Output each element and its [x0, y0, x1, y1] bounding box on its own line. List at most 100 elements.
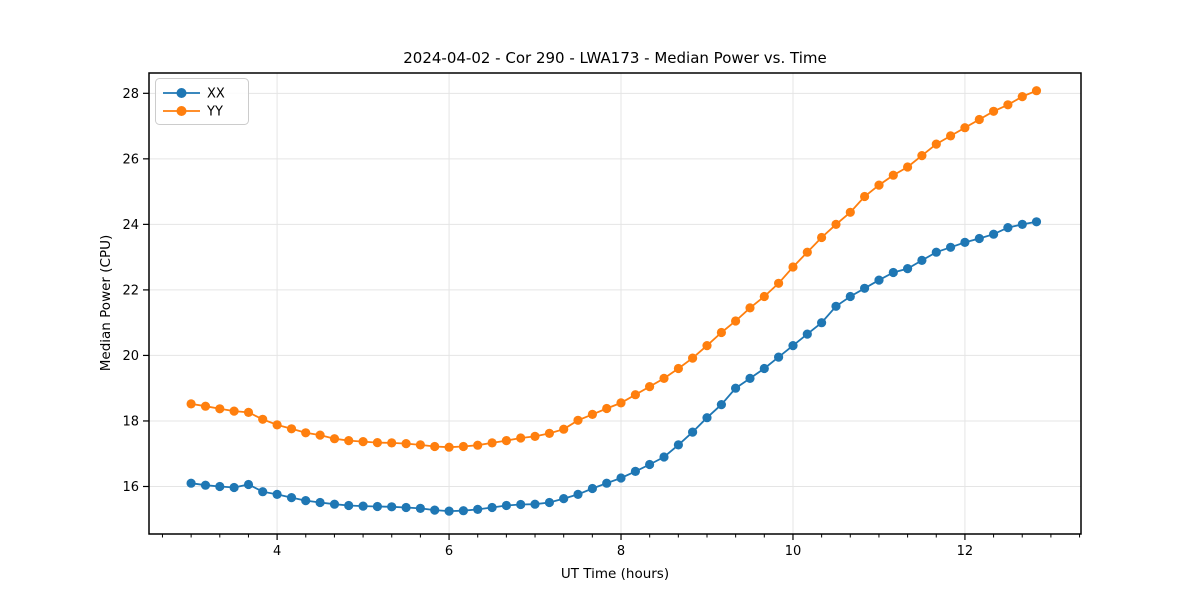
data-point-yy [516, 433, 526, 443]
data-point-xx [473, 504, 483, 514]
data-point-yy [1003, 100, 1013, 110]
data-point-yy [602, 403, 612, 414]
data-point-xx [616, 473, 626, 483]
legend-item-yy: YY [163, 105, 223, 120]
data-point-yy [745, 303, 755, 313]
data-point-yy [573, 415, 583, 425]
data-point-xx [358, 501, 368, 511]
data-point-xx [946, 242, 956, 252]
y-tick-label: 26 [122, 152, 139, 167]
legend-item-xx: XX [163, 87, 225, 102]
data-point-yy [845, 207, 855, 217]
data-point-xx [745, 373, 755, 383]
data-point-xx [559, 494, 569, 504]
data-point-yy [946, 131, 956, 141]
data-point-xx [516, 499, 526, 510]
data-point-yy [243, 407, 254, 417]
data-point-yy [286, 424, 297, 434]
data-point-xx [788, 341, 798, 351]
data-point-yy [344, 436, 354, 446]
data-point-yy [702, 341, 712, 351]
data-point-xx [917, 255, 927, 265]
data-point-yy [774, 278, 784, 288]
data-point-yy [430, 441, 440, 452]
data-point-yy [860, 191, 870, 202]
data-point-xx [860, 283, 870, 293]
plot-frame [148, 72, 1082, 535]
x-tick-label: 4 [273, 544, 281, 559]
data-point-yy [401, 439, 411, 449]
data-point-xx [258, 487, 268, 497]
data-point-xx [315, 497, 325, 508]
legend-marker-xx [176, 88, 187, 98]
data-point-xx [989, 229, 999, 239]
data-point-yy [903, 162, 913, 172]
data-point-xx [587, 483, 598, 494]
grid-layer [149, 73, 1081, 534]
data-point-xx [888, 267, 898, 278]
data-point-xx [444, 506, 454, 516]
data-point-yy [559, 424, 569, 434]
y-tick-label: 24 [122, 218, 139, 233]
data-point-yy [759, 291, 769, 302]
data-point-yy [874, 180, 884, 190]
data-point-xx [630, 466, 641, 476]
data-point-xx [387, 502, 397, 512]
data-point-xx [501, 500, 511, 511]
data-point-yy [731, 316, 741, 326]
data-point-yy [315, 430, 325, 440]
data-point-xx [415, 503, 425, 513]
data-point-yy [587, 409, 598, 419]
data-point-xx [215, 481, 225, 492]
data-point-yy [258, 414, 268, 424]
data-point-yy [688, 353, 698, 363]
data-point-yy [931, 139, 941, 149]
data-point-xx [458, 506, 468, 516]
chart-title: 2024-04-02 - Cor 290 - LWA173 - Median P… [403, 49, 827, 67]
y-tick-label: 20 [122, 349, 139, 364]
x-tick-label: 10 [785, 544, 802, 559]
data-point-xx [530, 499, 540, 509]
x-tick-label: 8 [617, 544, 625, 559]
data-point-yy [387, 438, 397, 448]
y-tick-label: 28 [122, 87, 139, 102]
data-point-yy [473, 440, 483, 450]
data-point-xx [645, 459, 655, 470]
data-point-yy [831, 219, 841, 229]
y-axis-label: Median Power (CPU) [98, 235, 114, 371]
tick-layer: 4 6 8 10 12 16 18 20 22 24 26 28 [122, 87, 1081, 559]
data-point-xx [974, 233, 984, 244]
data-point-xx [372, 501, 382, 512]
data-point-yy [616, 398, 626, 408]
data-point-yy [1031, 86, 1042, 96]
y-tick-label: 18 [122, 414, 139, 429]
data-point-xx [802, 329, 812, 339]
data-point-xx [344, 500, 354, 511]
data-point-yy [788, 262, 798, 272]
data-point-yy [645, 382, 655, 392]
data-point-xx [731, 383, 741, 393]
data-point-yy [716, 327, 727, 338]
data-point-xx [401, 502, 411, 513]
data-point-yy [630, 390, 641, 400]
data-point-xx [602, 478, 612, 488]
data-point-yy [802, 247, 812, 257]
data-point-yy [673, 363, 684, 374]
data-point-xx [702, 413, 712, 423]
data-point-yy [200, 401, 211, 411]
data-point-xx [487, 502, 497, 513]
legend-label-xx: XX [207, 87, 225, 102]
data-point-xx [329, 499, 340, 509]
data-point-yy [659, 373, 669, 383]
y-tick-label: 16 [122, 480, 139, 495]
data-series-layer [186, 86, 1042, 516]
data-point-yy [989, 106, 999, 116]
data-point-yy [444, 442, 454, 452]
data-point-xx [774, 352, 784, 362]
data-point-xx [573, 489, 583, 499]
data-point-xx [200, 480, 211, 490]
data-point-xx [903, 264, 913, 274]
legend-box [155, 78, 249, 125]
data-point-yy [817, 232, 827, 243]
